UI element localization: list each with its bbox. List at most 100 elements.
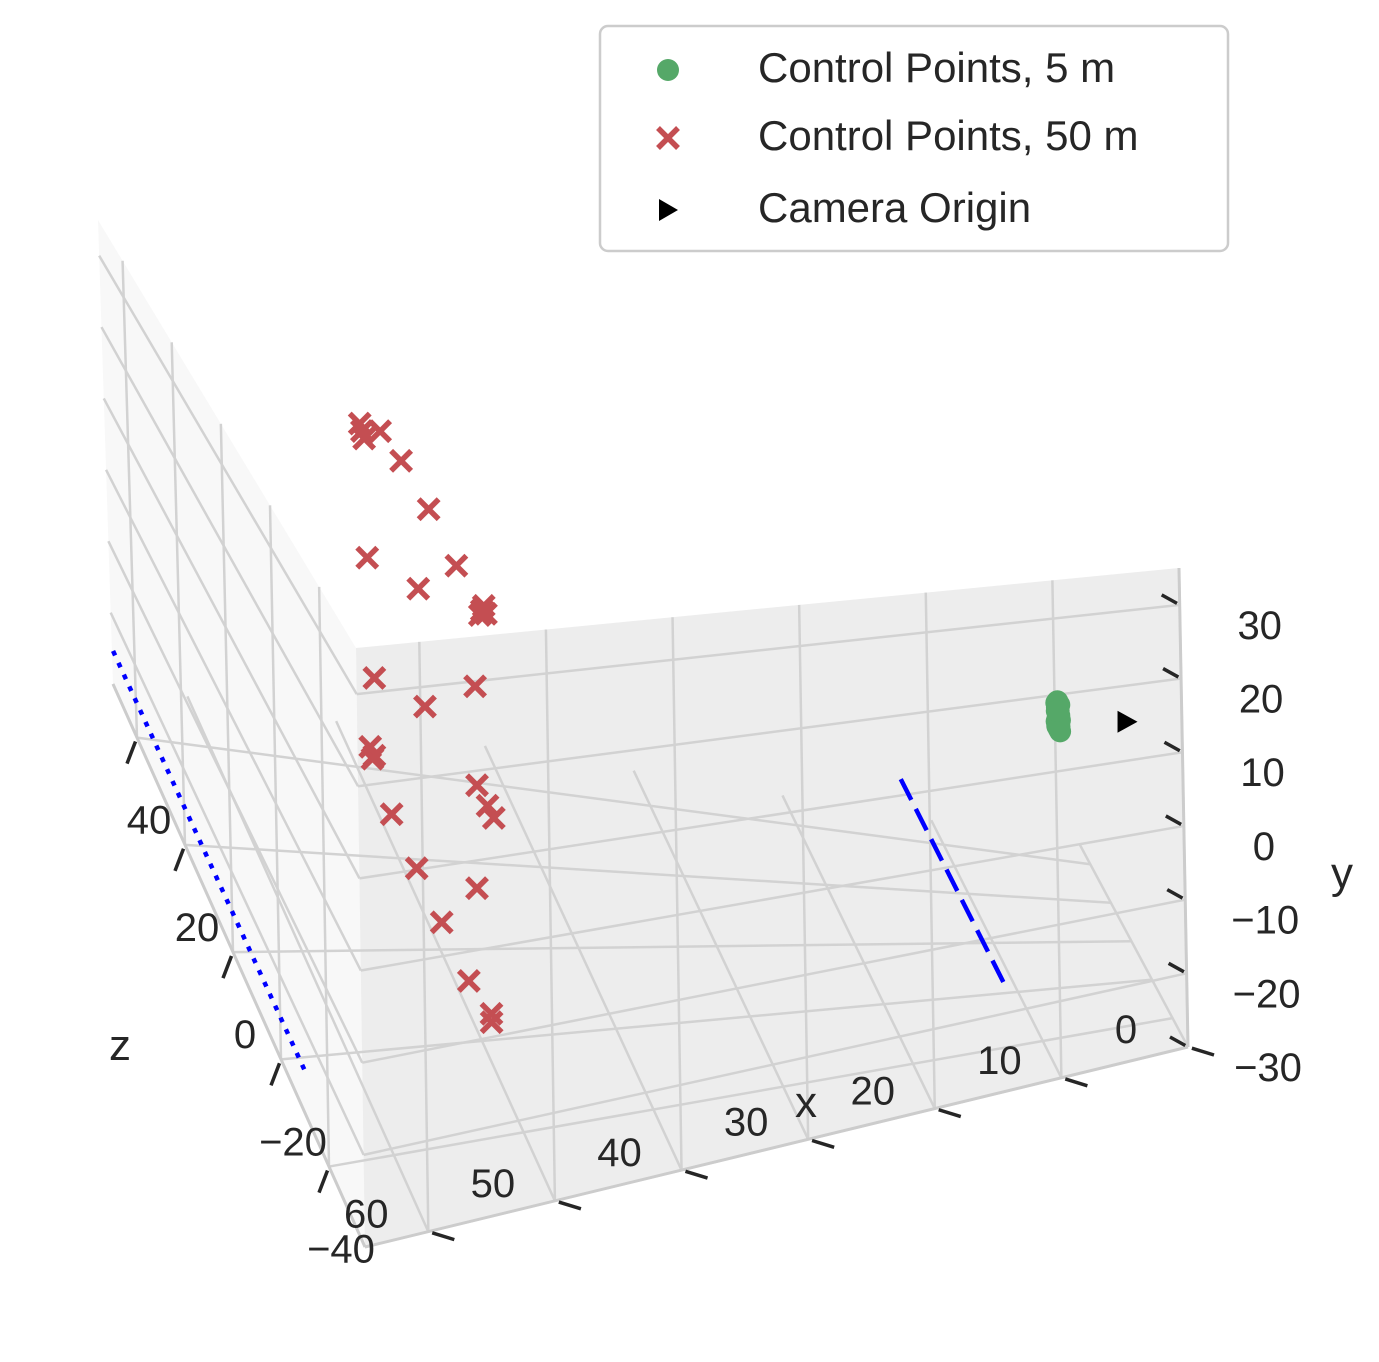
z-tick-mark <box>938 1108 962 1119</box>
y-tick-label: −10 <box>1231 899 1299 943</box>
grid-line-z-side <box>797 604 810 1140</box>
series-control-points-50-m <box>347 411 506 1035</box>
data-point <box>465 876 489 901</box>
data-point <box>473 601 498 626</box>
grid-line-x-wall <box>317 586 331 1167</box>
x-tick-mark <box>221 955 234 979</box>
data-point <box>456 968 481 993</box>
grid-line-y-side <box>361 898 1186 1064</box>
grid-line-z-side <box>1051 580 1063 1078</box>
axis-panes <box>98 220 1188 1247</box>
z-tick-mark <box>431 1231 455 1242</box>
z-tick-label: 10 <box>977 1039 1022 1083</box>
data-point <box>406 576 431 601</box>
z-tick-label: 0 <box>1115 1008 1137 1052</box>
data-point <box>444 553 469 578</box>
y-axis-line <box>1177 567 1190 1048</box>
x-tick-mark <box>125 740 138 765</box>
legend-entry-camera-origin: Camera Origin <box>659 184 1031 231</box>
data-point <box>416 497 441 522</box>
x-tick-label: 40 <box>127 799 172 843</box>
data-point <box>481 806 506 830</box>
data-points <box>347 411 1138 1035</box>
data-point <box>465 773 489 798</box>
data-point <box>368 419 393 444</box>
z-tick-mark <box>558 1200 582 1211</box>
grid-line-y-side <box>357 677 1182 788</box>
grid-line-x-wall <box>170 342 187 845</box>
x-tick-mark <box>269 1062 282 1086</box>
grid-line-y-side <box>359 750 1183 880</box>
data-point <box>463 674 488 699</box>
grid-line-z-floor <box>781 794 936 1110</box>
grid-line-x-wall <box>121 260 139 738</box>
grid-line-y-wall <box>98 255 358 695</box>
legend-label: Control Points, 5 m <box>758 44 1115 91</box>
data-point <box>429 910 454 935</box>
grid-line-z-side <box>544 629 557 1201</box>
data-point <box>1117 710 1138 733</box>
data-point <box>413 694 437 719</box>
z-tick-label: 40 <box>597 1131 642 1175</box>
y-tick-mark <box>1169 1035 1187 1048</box>
y-axis-label: y <box>1331 849 1353 898</box>
y-tick-mark <box>1167 961 1185 974</box>
data-point <box>1045 699 1068 722</box>
grid-line-x-floor <box>328 1016 1173 1168</box>
x-tick-label: 0 <box>234 1013 256 1057</box>
grid-line-x-wall <box>219 423 235 953</box>
y-tick-mark <box>1164 814 1182 826</box>
side-wall-pane <box>356 568 1188 1247</box>
grid-line-z-side <box>418 641 430 1232</box>
data-point <box>389 448 414 473</box>
back-wall-pane <box>98 220 365 1247</box>
grid-line-y-wall <box>109 612 365 1156</box>
tick-labels: 0 10 20 30 40 50 60−40 −20 0 20 40 −30 −20 −10 0 10 20 30 <box>127 604 1302 1272</box>
data-point <box>479 1010 504 1035</box>
data-point <box>475 793 500 818</box>
grid-line-z-floor <box>930 819 1063 1079</box>
data-point <box>355 545 380 570</box>
grid-line-z-floor <box>1078 844 1190 1048</box>
y-tick-label: −30 <box>1234 1046 1302 1090</box>
x-axis-label: x <box>795 1078 817 1127</box>
legend-marker-circle <box>657 59 679 81</box>
axis-labels: x y z <box>109 849 1353 1127</box>
reference-lines <box>109 647 1006 1071</box>
grid-line-y-wall <box>107 540 364 1064</box>
x-tick-label: 20 <box>175 906 220 950</box>
grid-line-y-wall <box>102 397 361 879</box>
z-tick-mark <box>1064 1077 1088 1088</box>
y-tick-mark <box>1166 888 1184 900</box>
z-axis-label: z <box>109 1021 131 1070</box>
reference-line-dashed <box>898 778 1006 983</box>
x-tick-mark <box>317 1169 330 1194</box>
z-tick-mark <box>1191 1046 1215 1057</box>
y-tick-mark <box>1160 593 1178 605</box>
series-control-points-5-m <box>1045 690 1072 743</box>
z-tick-label: 60 <box>344 1193 389 1237</box>
data-point <box>379 802 404 827</box>
z-tick-label: 50 <box>471 1162 516 1206</box>
grid-line-y-side <box>356 603 1180 696</box>
legend-box <box>598 24 1230 253</box>
grid-line-y-side <box>363 972 1187 1157</box>
z-axis-line <box>364 1045 1189 1249</box>
y-tick-label: 0 <box>1253 825 1275 869</box>
grid-line-z-side <box>671 617 683 1171</box>
x-tick-label: −20 <box>259 1120 327 1164</box>
data-point <box>404 856 429 881</box>
legend-marker-x <box>656 126 680 150</box>
data-point <box>479 1001 504 1026</box>
legend: Control Points, 5 m Control Points, 50 m… <box>598 24 1230 253</box>
grid-line-x-floor <box>184 843 1111 904</box>
x-axis-line <box>111 683 367 1248</box>
y-tick-label: −20 <box>1233 972 1301 1016</box>
series-camera-origin <box>1117 710 1138 733</box>
legend-label: Camera Origin <box>758 184 1031 231</box>
x-tick-label: −40 <box>307 1228 375 1272</box>
x-tick-mark <box>173 848 186 872</box>
axis-frame <box>111 567 1190 1249</box>
